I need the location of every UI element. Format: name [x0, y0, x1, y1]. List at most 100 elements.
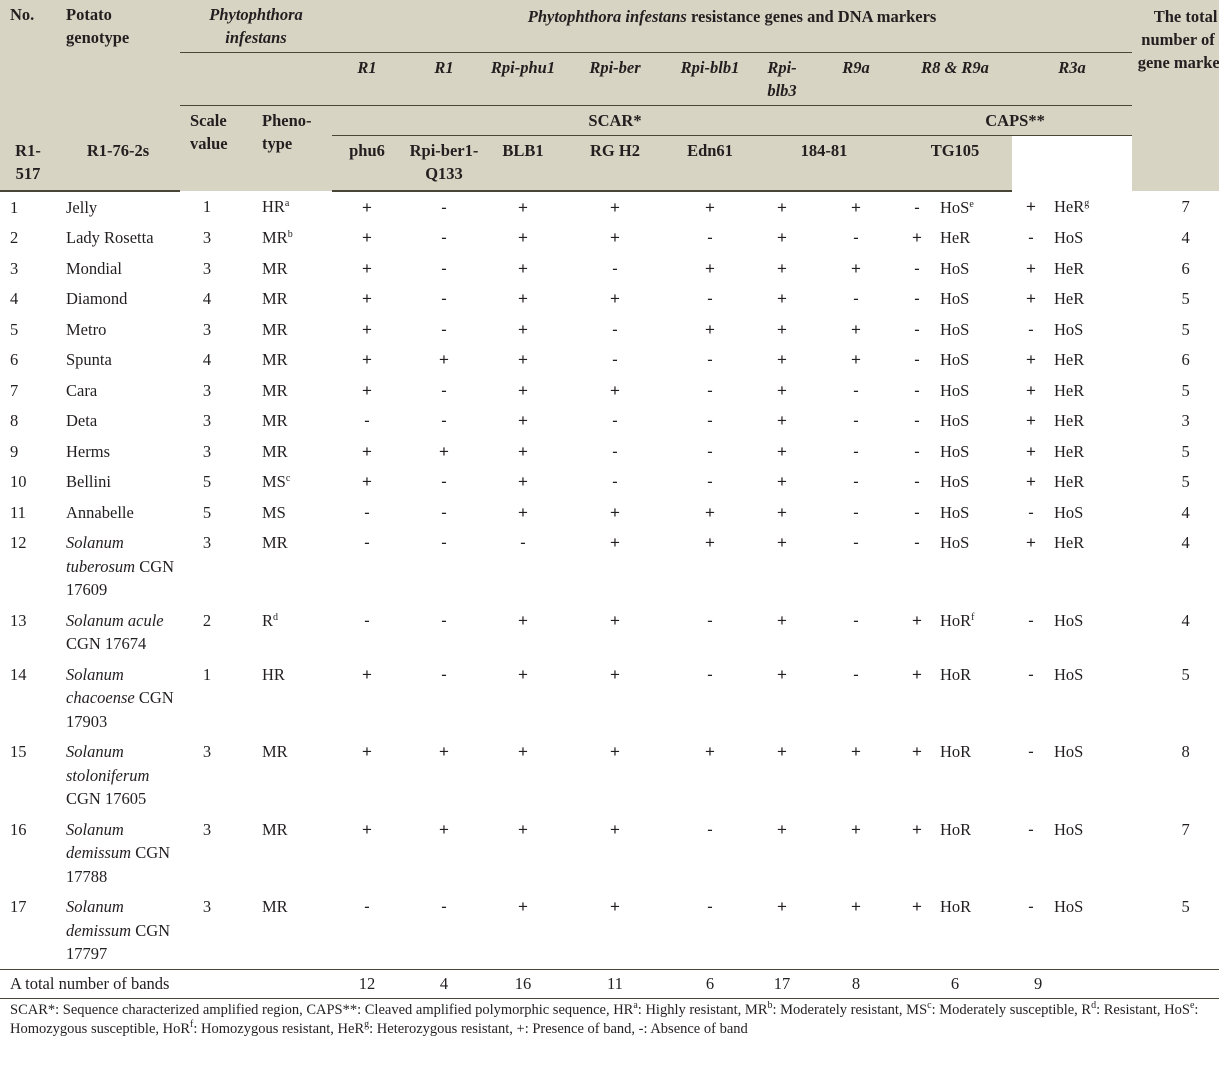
marker-header: TG105	[898, 135, 1012, 192]
marker-band: -	[441, 289, 447, 308]
zygosity-value: HoS	[1054, 610, 1084, 630]
phenotype-cell: MRb	[252, 222, 332, 253]
marker-band: -	[441, 502, 447, 522]
marker-band: -	[612, 350, 618, 369]
marker-band: -	[364, 897, 370, 916]
total-markers: 5	[1181, 897, 1190, 916]
gene-header: R1	[332, 52, 402, 106]
zygosity-value: HeR	[1054, 472, 1085, 491]
zygosity-value: HoR	[940, 664, 972, 684]
marker-band: -	[707, 380, 713, 400]
marker-band: -	[707, 441, 713, 461]
genotype-label: Metro	[66, 319, 107, 339]
marker-header: Edn61	[670, 135, 750, 192]
zygosity-value: HoS	[940, 472, 970, 491]
table-container: No. Potato genotype Phytophthora infesta…	[0, 0, 1219, 1037]
genotype-name: Diamond	[56, 283, 180, 314]
marker-band: +	[777, 289, 787, 308]
caps-tg105-band: +	[1026, 533, 1036, 552]
genotype-name: Lady Rosetta	[56, 222, 180, 253]
row-number: 3	[10, 258, 19, 278]
marker-band: -	[853, 380, 859, 400]
marker-band: -	[707, 610, 713, 630]
phenotype-cell: MR	[252, 405, 332, 436]
zygosity-value: HoR	[940, 742, 972, 761]
footnote-text: : Homozygous resistant, HeR	[193, 1021, 365, 1037]
scale-value: 3	[202, 411, 212, 430]
marker-band: +	[610, 228, 620, 247]
total-markers: 5	[1181, 289, 1190, 308]
phenotype-cell: MR	[252, 891, 332, 969]
phenotype-footnote-mark: d	[273, 611, 279, 623]
marker-band: +	[705, 533, 715, 552]
table-row: 8 Deta 3 MR - - + - - + - - HoS + HeR 3	[0, 405, 1219, 436]
phenotype-value: MR	[262, 228, 288, 247]
zygosity-value: HoR	[940, 897, 972, 916]
row-number: 8	[10, 411, 19, 430]
marker-band: +	[610, 502, 620, 522]
genotype-label: Deta	[66, 411, 98, 430]
marker-band: +	[610, 197, 620, 217]
caps-184-zygosity: HoS	[936, 344, 1012, 375]
header-scar: SCAR*	[332, 105, 898, 136]
header-total-text-a: The total number of	[1141, 7, 1219, 49]
genotype-species: Solanum tuberosum	[66, 533, 136, 576]
header-genes-markers: Phytophthora infestans resistance genes …	[332, 0, 1133, 53]
genotype-species: Solanum chacoense	[66, 664, 135, 708]
zygosity-value: HoS	[940, 258, 970, 278]
marker-band: +	[362, 472, 372, 491]
total-markers: 4	[1181, 533, 1190, 552]
footnote-text: : Homozygous susceptible, HoR	[10, 1002, 1199, 1037]
caps-tg105-band: -	[1028, 897, 1034, 916]
marker-band: -	[364, 502, 370, 522]
phenotype-value: MR	[262, 350, 288, 369]
marker-band: +	[518, 472, 528, 491]
genotype-accession: CGN 17609	[66, 556, 175, 600]
scale-value: 3	[202, 380, 212, 400]
row-number: 4	[10, 289, 19, 308]
footnote-text: : Heterozygous resistant, +: Presence of…	[369, 1021, 748, 1037]
genotype-label: Annabelle	[66, 502, 134, 522]
genotype-name: Deta	[56, 405, 180, 436]
table-row: 6 Spunta 4 MR + + + - - + + - HoS + HeR 6	[0, 344, 1219, 375]
marker-band: +	[777, 897, 787, 916]
marker-band: +	[518, 441, 528, 461]
genotype-accession: CGN 17788	[66, 843, 171, 886]
zygosity-value: HoS	[940, 319, 970, 339]
marker-band: -	[520, 533, 526, 552]
caps-tg105-band: +	[1026, 380, 1036, 400]
marker-band: -	[364, 411, 370, 430]
marker-band: +	[610, 380, 620, 400]
caps-184-zygosity: HeR	[936, 222, 1012, 253]
total-markers: 5	[1181, 664, 1190, 684]
genotype-label: Spunta	[66, 350, 112, 369]
total-markers: 7	[1181, 196, 1190, 216]
marker-band: +	[777, 502, 787, 522]
marker-band: +	[518, 897, 528, 916]
genotype-label: Herms	[66, 441, 110, 461]
phenotype-value: HR	[262, 196, 285, 216]
gene-header: Rpi-blb1	[670, 52, 750, 106]
resistance-table: No. Potato genotype Phytophthora infesta…	[0, 0, 1219, 999]
marker-band: +	[777, 664, 787, 684]
zygosity-value: HoS	[940, 502, 970, 522]
zygosity-value: HoS	[1054, 819, 1084, 839]
phenotype-value: MR	[262, 258, 288, 278]
zygosity-footnote-mark: f	[971, 611, 975, 623]
marker-header: R1-517	[0, 135, 56, 192]
caps-tg105-band: +	[1026, 196, 1036, 216]
table-row: 11 Annabelle 5 MS - - + + + + - - HoS - HoS 4	[0, 497, 1219, 528]
marker-band: +	[362, 319, 372, 339]
caps-tg105-zygosity: HeR	[1050, 344, 1132, 375]
phenotype-value: MS	[262, 472, 286, 491]
genotype-label: Diamond	[66, 289, 128, 308]
total-markers: 6	[1181, 258, 1190, 278]
genotype-name: Solanum demissum CGN 17788	[56, 814, 180, 892]
phenotype-cell: MS	[252, 497, 332, 528]
marker-band: -	[853, 411, 859, 430]
caps-tg105-zygosity: HoS	[1050, 222, 1132, 253]
caps-184-band: +	[912, 610, 922, 630]
caps-tg105-zygosity: HoS	[1050, 497, 1132, 528]
marker-band: +	[518, 319, 528, 339]
marker-band: +	[518, 502, 528, 522]
